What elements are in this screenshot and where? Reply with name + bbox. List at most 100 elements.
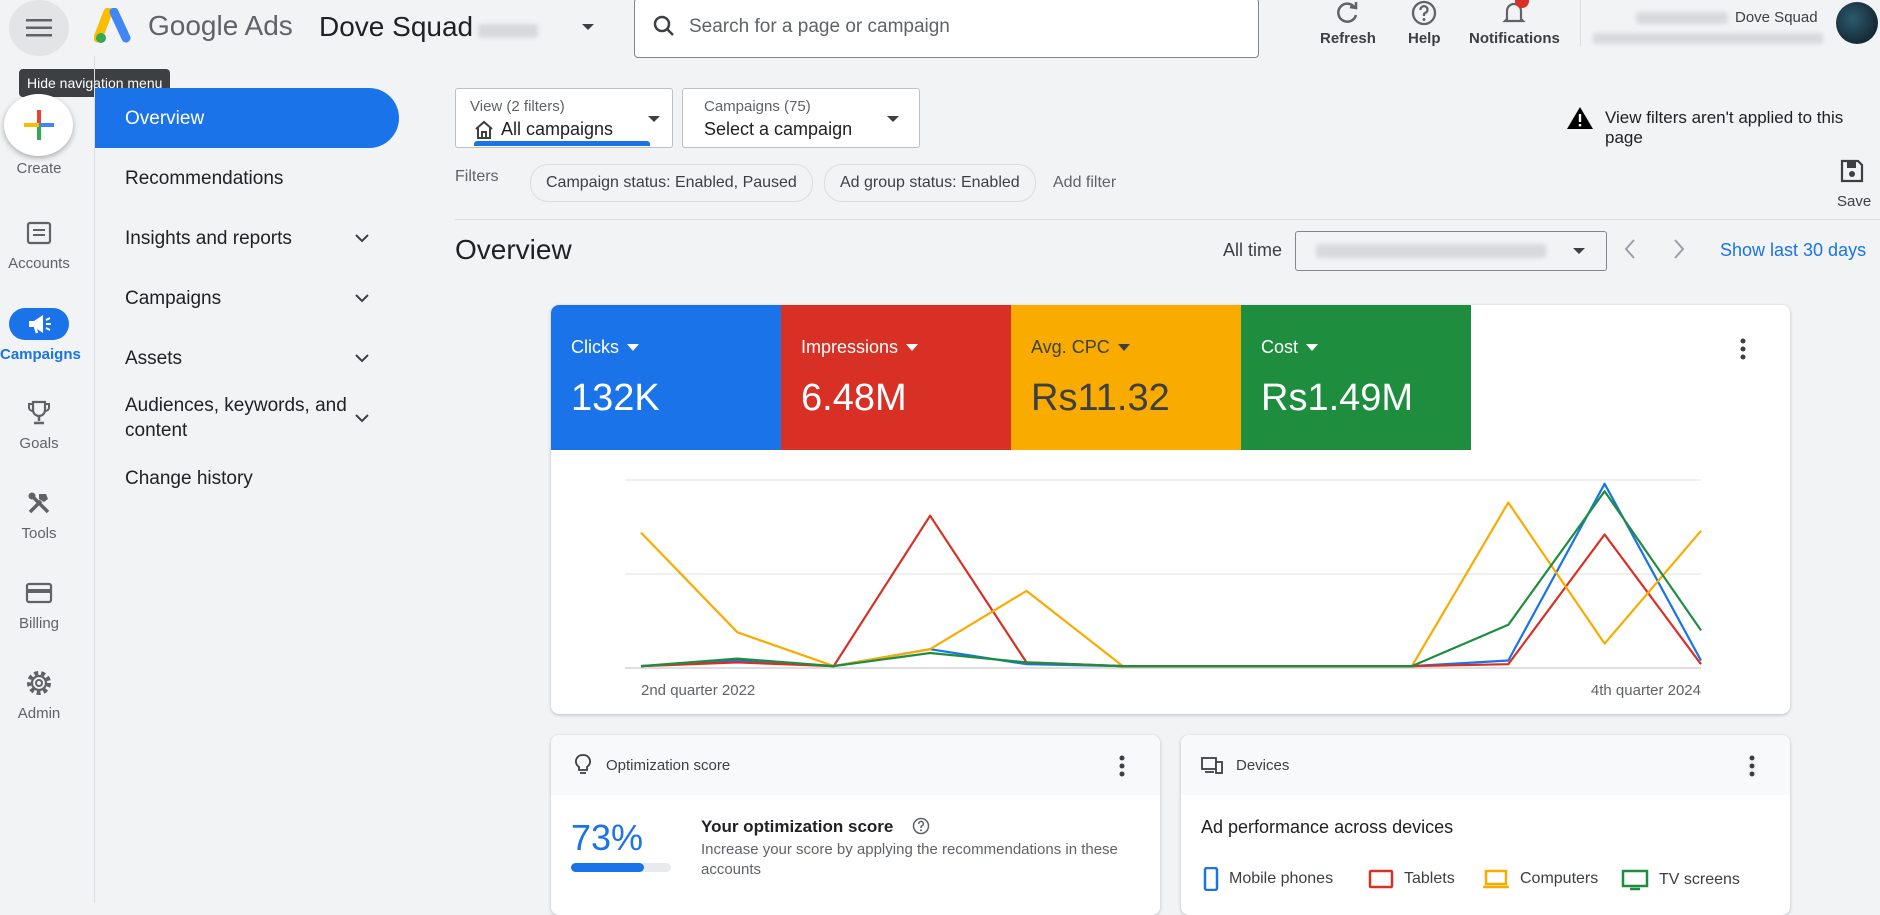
show-last-30-days-link[interactable]: Show last 30 days: [1720, 240, 1867, 260]
chevron-down-icon: [355, 413, 369, 423]
notification-badge: [1515, 0, 1530, 8]
user-account-name: Dove Squad: [1735, 9, 1818, 26]
create-label: Create: [16, 160, 62, 177]
metric-cost[interactable]: Cost Rs1.49M: [1241, 305, 1471, 450]
search-input[interactable]: [687, 15, 1231, 39]
nav-item-overview[interactable]: Overview: [95, 88, 399, 148]
metric-label: Avg. CPC: [1031, 337, 1110, 357]
more-options-icon[interactable]: [1119, 755, 1125, 777]
nav-item-insights[interactable]: Insights and reports: [95, 226, 399, 251]
tablet-icon: [1368, 869, 1394, 889]
create-button[interactable]: [4, 94, 73, 156]
help-button[interactable]: Help: [1408, 0, 1441, 47]
avatar[interactable]: [1836, 2, 1878, 44]
metric-impressions[interactable]: Impressions 6.48M: [781, 305, 1011, 450]
product-name: Google Ads: [148, 10, 293, 41]
dropdown-arrow-icon: [1572, 247, 1586, 255]
chevron-left-icon[interactable]: [1623, 238, 1637, 260]
devices-heading: Ad performance across devices: [1201, 817, 1454, 837]
nav-item-label: Insights and reports: [125, 228, 292, 249]
optimization-card: Optimization score 73% Your optimization…: [551, 735, 1160, 915]
filters-label: Filters: [455, 168, 499, 185]
add-filter-button[interactable]: Add filter: [1053, 174, 1117, 191]
rail-item-admin[interactable]: Admin: [0, 667, 78, 722]
account-name[interactable]: Dove Squad: [319, 11, 474, 42]
help-label: Help: [1408, 30, 1441, 47]
chevron-right-icon[interactable]: [1672, 238, 1686, 260]
more-options-icon[interactable]: [1740, 338, 1746, 360]
nav-item-campaigns[interactable]: Campaigns: [95, 286, 399, 311]
optimization-card-title: Optimization score: [606, 757, 731, 774]
metric-label: Cost: [1261, 337, 1299, 357]
home-icon: [474, 120, 494, 140]
megaphone-icon: [9, 308, 69, 340]
rail-item-goals[interactable]: Goals: [0, 397, 78, 452]
metric-label: Impressions: [801, 337, 899, 357]
view-selector[interactable]: View (2 filters) All campaigns: [455, 88, 673, 148]
filter-chip-ad-group-status[interactable]: Ad group status: Enabled: [824, 164, 1036, 202]
tools-icon: [9, 487, 69, 519]
performance-card: Clicks 132K Impressions 6.48M Avg. CPC R…: [551, 305, 1790, 714]
nav-item-assets[interactable]: Assets: [95, 346, 399, 371]
notifications-button[interactable]: Notifications: [1469, 0, 1560, 47]
metric-label: Clicks: [571, 337, 619, 357]
hamburger-icon: [26, 18, 52, 38]
dropdown-arrow-icon: [906, 344, 919, 351]
refresh-button[interactable]: Refresh: [1320, 0, 1376, 47]
view-selector-value: All campaigns: [501, 119, 614, 139]
more-options-icon[interactable]: [1749, 755, 1755, 777]
accounts-icon: [9, 217, 69, 249]
optimization-score-value: 73%: [571, 817, 644, 858]
legend-label: Mobile phones: [1229, 870, 1334, 887]
rail-item-campaigns[interactable]: Campaigns: [0, 308, 81, 363]
view-selector-indicator: [474, 141, 650, 146]
metric-value: 6.48M: [801, 377, 907, 419]
rail-item-accounts[interactable]: Accounts: [0, 217, 78, 272]
google-ads-logo-icon: [94, 8, 134, 44]
date-range-selector[interactable]: [1295, 231, 1607, 271]
metric-label-row: Avg. CPC: [1031, 337, 1130, 358]
legend-label: Computers: [1520, 870, 1599, 887]
credit-card-icon: [9, 577, 69, 609]
help-icon[interactable]: [912, 817, 930, 835]
nav-item-recommendations[interactable]: Recommendations: [95, 166, 399, 191]
nav-item-change-history[interactable]: Change history: [95, 466, 399, 491]
legend-label: Tablets: [1404, 870, 1455, 887]
metric-label-row: Cost: [1261, 337, 1319, 358]
nav-item-label: Campaigns: [125, 288, 222, 309]
date-range-value: [1316, 244, 1546, 258]
rail-item-billing[interactable]: Billing: [0, 577, 78, 632]
campaign-selector[interactable]: Campaigns (75) Select a campaign: [682, 88, 920, 148]
chevron-down-icon: [355, 354, 369, 363]
devices-icon: [1201, 756, 1223, 774]
rail-item-label: Tools: [21, 525, 57, 542]
dropdown-arrow-icon: [886, 115, 900, 123]
rail-item-label: Billing: [18, 615, 60, 632]
devices-card-header: [1181, 735, 1790, 795]
nav-item-audiences[interactable]: Audiences, keywords, and content: [95, 393, 399, 443]
dropdown-arrow-icon: [1306, 344, 1319, 351]
save-label: Save: [1837, 193, 1872, 210]
rail-item-tools[interactable]: Tools: [0, 487, 78, 542]
rail-item-label: Accounts: [8, 255, 70, 272]
campaign-selector-sub: Campaigns (75): [704, 98, 811, 115]
filter-chip-campaign-status[interactable]: Campaign status: Enabled, Paused: [530, 164, 813, 202]
metric-avg-cpc[interactable]: Avg. CPC Rs11.32: [1011, 305, 1241, 450]
menu-button[interactable]: [9, 0, 69, 56]
rail-item-label: Goals: [19, 435, 59, 452]
series-line-impressions: [640, 514, 1702, 668]
x-axis-start-label: 2nd quarter 2022: [641, 682, 755, 699]
phone-icon: [1203, 867, 1219, 891]
dropdown-arrow-icon: [1117, 344, 1130, 351]
search-box[interactable]: [634, 0, 1259, 58]
metric-clicks[interactable]: Clicks 132K: [551, 305, 781, 450]
rail-item-label: Campaigns: [0, 346, 81, 363]
nav-item-label: Change history: [125, 468, 253, 489]
date-range-label: All time: [1223, 240, 1283, 260]
account-dropdown-icon[interactable]: [581, 22, 595, 32]
nav-item-label: Overview: [125, 107, 205, 129]
laptop-icon: [1483, 869, 1509, 889]
legend-mobile-phones: Mobile phones: [1203, 867, 1333, 891]
save-button[interactable]: [1839, 158, 1865, 184]
rail-item-label: Admin: [17, 705, 61, 722]
